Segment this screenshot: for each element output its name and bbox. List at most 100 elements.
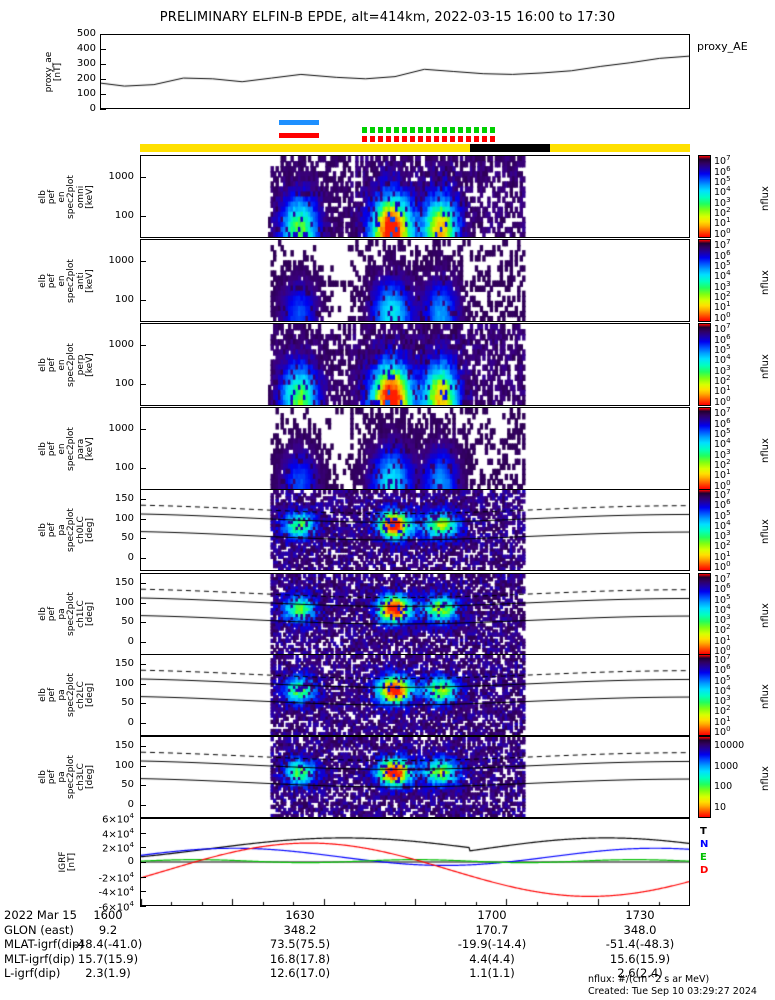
colorbar-ch0lc-tick: 105 xyxy=(714,508,731,522)
footer-value: 1.1(1.1) xyxy=(469,966,515,980)
green-dash xyxy=(434,127,439,133)
colorbar-para-tick: 106 xyxy=(714,416,731,430)
colorbar-ch1lc-tick: 102 xyxy=(714,623,731,637)
energy-ytick: 1000 xyxy=(108,422,134,434)
credits-block: nflux: #/(cm^2 s ar MeV) Created: Tue Se… xyxy=(588,974,757,997)
colorbar-omni-tick: 103 xyxy=(714,195,731,209)
footer-row: MLT-igrf(dip) 15.7(15.9) 16.8(17.8) 4.4(4.4… xyxy=(0,952,775,967)
igrf-legend-T: T xyxy=(700,826,707,837)
pa-ytick: 150 xyxy=(114,576,134,588)
tick xyxy=(140,722,146,724)
igrf-legend-D: D xyxy=(700,865,709,876)
proxy-ae-ytick: 200 xyxy=(76,73,96,84)
colorbar-para-tick: 104 xyxy=(714,437,731,451)
blue-marker-bar xyxy=(279,120,319,125)
tick xyxy=(140,906,146,907)
colorbar-ch3lc xyxy=(698,736,711,818)
nflux-note: nflux: #/(cm^2 s ar MeV) xyxy=(588,974,710,985)
colorbar-ch2lc-tick: 107 xyxy=(714,653,731,667)
tick xyxy=(140,557,146,559)
pa-ytick: 100 xyxy=(114,677,134,689)
igrf-ytick: -2×104 xyxy=(98,870,134,884)
colorbar-ch2lc-tick: 105 xyxy=(714,673,731,687)
pa-ytick: 0 xyxy=(127,551,134,563)
colorbar-ch2lc-tick: 100 xyxy=(714,724,731,739)
tick xyxy=(140,216,146,218)
igrf-ytick: 2×104 xyxy=(102,841,134,855)
tick xyxy=(140,683,146,685)
footer-time-1730: 1730 xyxy=(625,908,655,922)
red-dash xyxy=(474,136,479,142)
footer-value: 170.7 xyxy=(475,922,509,937)
colorbar-ch0lc-tick: 101 xyxy=(714,549,731,563)
colorbar-para-tick: 102 xyxy=(714,458,731,472)
colorbar-anti-tick: 101 xyxy=(714,300,731,314)
red-dash xyxy=(410,136,415,142)
tick xyxy=(140,468,146,470)
colorbar-ch1lc-tick: 107 xyxy=(714,572,731,586)
colorbar-omni-tick: 105 xyxy=(714,174,731,189)
green-dash xyxy=(402,127,407,133)
colorbar-ch1lc-title: nflux xyxy=(760,603,771,628)
colorbar-ch0lc-tick: 106 xyxy=(714,498,731,512)
page-title: PRELIMINARY ELFIN-B EPDE, alt=414km, 202… xyxy=(159,10,616,25)
footer-time-1600: 1600 xyxy=(93,908,123,922)
red-dash xyxy=(402,136,407,142)
tick xyxy=(140,344,146,346)
tick xyxy=(140,876,146,878)
green-dash xyxy=(378,127,383,133)
loss-cone-lines-2 xyxy=(141,655,689,735)
tick xyxy=(100,79,106,80)
tick xyxy=(140,663,146,665)
colorbar-perp-tick: 105 xyxy=(714,342,731,357)
igrf-ytick: 6×104 xyxy=(102,812,134,826)
footer-value: 73.5(75.5) xyxy=(269,937,331,951)
igrf-legend-E: E xyxy=(700,852,707,863)
red-dash xyxy=(466,136,471,142)
pa-ytick: 150 xyxy=(114,492,134,504)
tick xyxy=(140,260,146,262)
tick xyxy=(140,891,146,893)
proxy-ae-ytick: 100 xyxy=(76,88,96,99)
colorbar-para-title: nflux xyxy=(760,437,771,463)
red-dash xyxy=(434,136,439,142)
footer-time-1700: 1700 xyxy=(477,908,507,922)
pa-ytick: 100 xyxy=(114,512,134,524)
colorbar-perp-tick: 100 xyxy=(714,394,731,408)
pa-ytick: 50 xyxy=(121,697,134,709)
science-zone-bar xyxy=(140,144,690,152)
pa-ytick: 50 xyxy=(121,616,134,628)
footer-row: GLON (east) 9.2 348.2 170.7 348.0 xyxy=(0,923,775,938)
red-dash xyxy=(426,136,431,142)
colorbar-anti-title: nflux xyxy=(760,269,771,295)
colorbar-perp xyxy=(698,323,711,406)
colorbar-ch2lc-tick: 106 xyxy=(714,663,731,677)
energy-ytick: 1000 xyxy=(108,254,134,266)
tick xyxy=(140,641,146,643)
colorbar-anti-tick: 105 xyxy=(714,258,731,273)
colorbar-anti-tick: 107 xyxy=(714,238,731,252)
proxy-ae-ytick: 500 xyxy=(76,28,96,39)
colorbar-ch1lc-tick: 103 xyxy=(714,613,731,627)
green-dash xyxy=(370,127,375,133)
red-dash xyxy=(362,136,367,142)
tick xyxy=(100,49,106,50)
igrf-ytick: -6×104 xyxy=(98,900,134,914)
footer-value: 2.6(2.4) xyxy=(617,966,663,980)
colorbar-ch2lc xyxy=(698,654,711,736)
colorbar-ch1lc-tick: 104 xyxy=(714,602,731,617)
proxy-ae-right-label: proxy_AE xyxy=(697,40,748,53)
energy-ytick: 100 xyxy=(114,294,134,306)
colorbar-perp-tick: 104 xyxy=(714,353,731,367)
footer-row: L-igrf(dip) 2.3(1.9) 12.6(17.0) 1.1(1.1) 2.6… xyxy=(0,966,775,981)
colorbar-ch1lc-tick: 106 xyxy=(714,582,731,596)
tick xyxy=(140,745,146,747)
red-dash xyxy=(418,136,423,142)
red-dash-marker-row xyxy=(362,136,495,142)
colorbar-omni-tick: 104 xyxy=(714,185,731,199)
colorbar-perp-tick: 103 xyxy=(714,363,731,377)
green-dash xyxy=(482,127,487,133)
footer-time-1630: 1630 xyxy=(285,908,315,922)
colorbar-para-tick: 105 xyxy=(714,426,731,441)
red-dash xyxy=(370,136,375,142)
